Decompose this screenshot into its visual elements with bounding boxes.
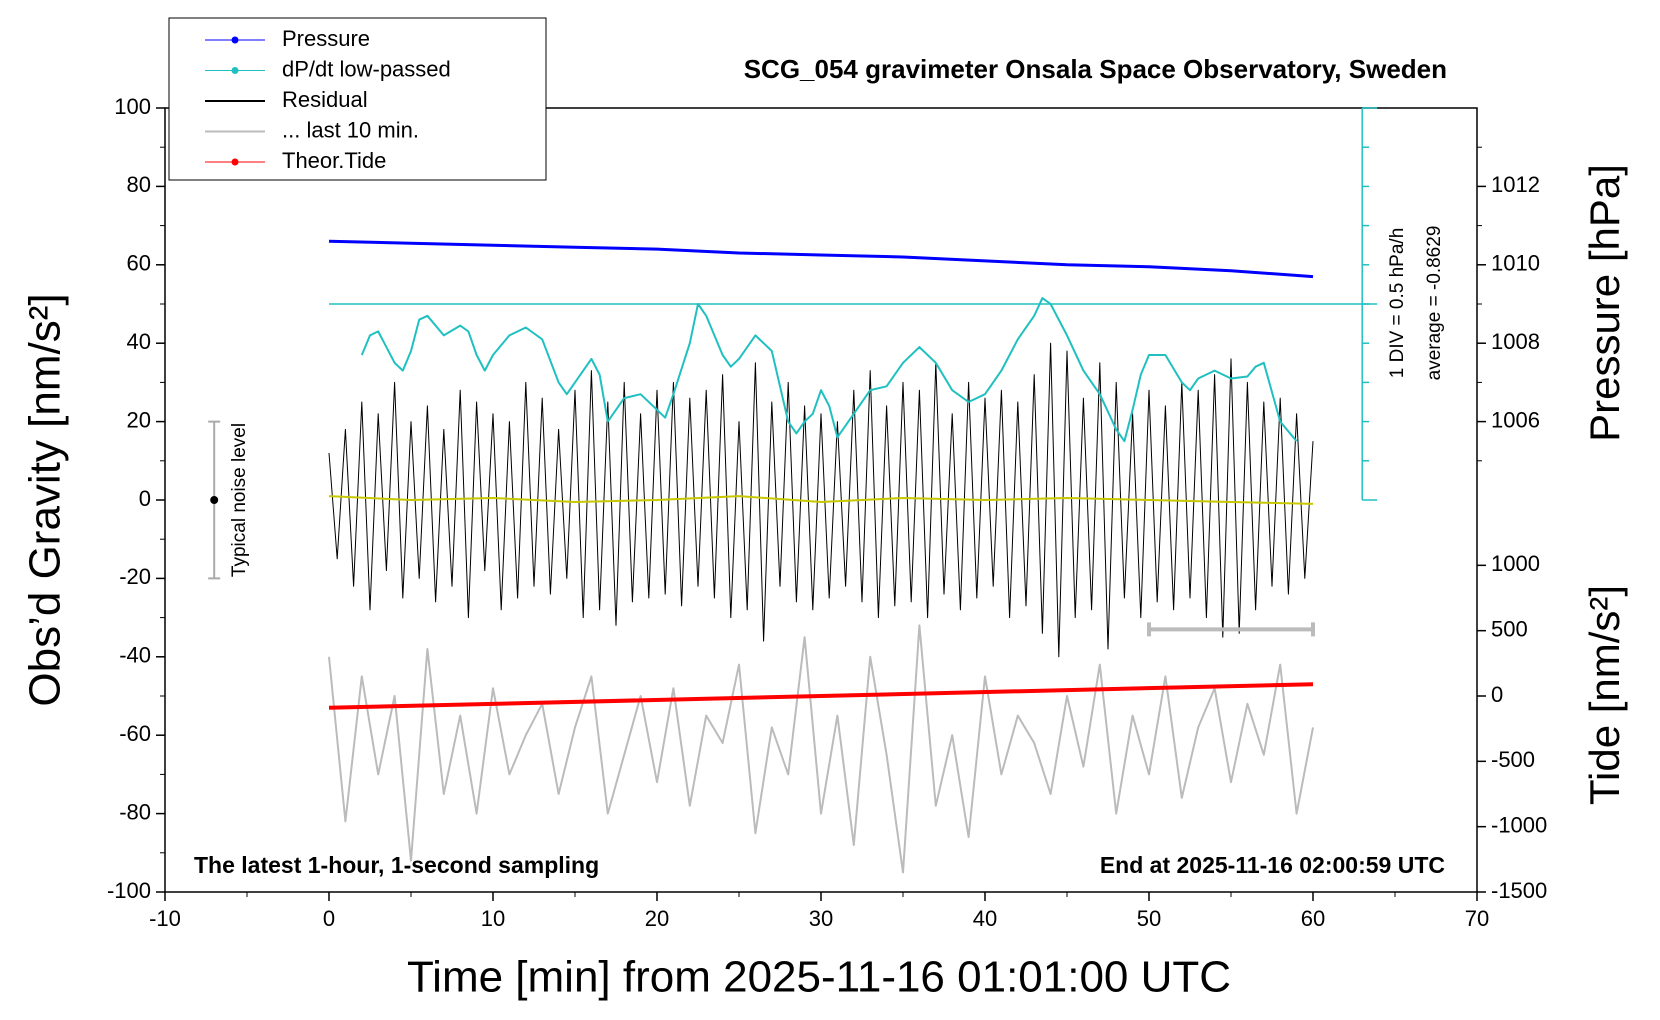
legend-label: ... last 10 min. <box>282 117 419 142</box>
x-tick-label: 70 <box>1465 906 1489 931</box>
series-line <box>328 342 1314 658</box>
y3-axis-label: Tide [nm/s²] <box>1581 585 1628 805</box>
x-tick-label: 40 <box>973 906 997 931</box>
legend-marker <box>231 158 239 166</box>
y-axis-label: Obs’d Gravity [nm/s²] <box>21 293 70 706</box>
y3-tick-label: -1500 <box>1491 878 1547 903</box>
legend-marker <box>231 36 239 44</box>
x-tick-label: 10 <box>481 906 505 931</box>
y-tick-label: -60 <box>119 721 151 746</box>
y2-tick-label: 1008 <box>1491 329 1540 354</box>
series-line <box>328 682 1314 710</box>
y-tick-label: -80 <box>119 799 151 824</box>
legend-label: Theor.Tide <box>282 148 386 173</box>
y-tick-label: 40 <box>127 329 151 354</box>
dpdt-average: average = -0.8629 <box>1424 226 1445 381</box>
legend-box <box>168 17 547 181</box>
x-tick-label: 20 <box>645 906 669 931</box>
dpdt-div: 1 DIV = 0.5 hPa/h <box>1387 228 1408 379</box>
x-tick-label: -10 <box>149 906 181 931</box>
x-tick-label: 0 <box>323 906 335 931</box>
note-right: End at 2025-11-16 02:00:59 UTC <box>1100 852 1445 878</box>
legend: Pressure dP/dt low-passed Residual ... last… <box>168 17 547 181</box>
y2-tick-label: 1012 <box>1491 172 1540 197</box>
y-tick-label: 100 <box>114 94 151 119</box>
y-tick-label: 80 <box>127 172 151 197</box>
x-tick-label: 30 <box>809 906 833 931</box>
last-window-bar <box>1147 622 1315 637</box>
y-tick-label: -40 <box>119 643 151 668</box>
x-tick-label: 50 <box>1137 906 1161 931</box>
y-tick-label: 60 <box>127 251 151 276</box>
series-line <box>328 624 1314 874</box>
x-tick-label: 60 <box>1301 906 1325 931</box>
chart-title: SCG_054 gravimeter Onsala Space Observat… <box>744 54 1447 84</box>
y3-tick-label: 1000 <box>1491 551 1540 576</box>
note-left: The latest 1-hour, 1-second sampling <box>194 852 599 878</box>
y-tick-label: -20 <box>119 564 151 589</box>
legend-label: Residual <box>282 87 368 112</box>
y-tick-label: 0 <box>139 486 151 511</box>
series-line <box>360 297 1298 443</box>
x-axis-label: Time [min] from 2025-11-16 01:01:00 UTC <box>407 953 1231 1002</box>
y3-tick-label: 500 <box>1491 616 1528 641</box>
series-line <box>328 495 1314 505</box>
y2-tick-label: 1010 <box>1491 251 1540 276</box>
legend-label: Pressure <box>282 26 370 51</box>
y3-tick-label: -1000 <box>1491 812 1547 837</box>
legend-marker <box>231 67 239 74</box>
noise-label: Typical noise level <box>229 423 250 577</box>
series-line <box>328 239 1314 279</box>
legend-label: dP/dt low-passed <box>282 56 451 81</box>
noise-point <box>210 496 219 504</box>
y3-tick-label: 0 <box>1491 682 1503 707</box>
y2-tick-label: 1006 <box>1491 407 1540 432</box>
y-tick-label: 20 <box>127 407 151 432</box>
y3-tick-label: -500 <box>1491 747 1535 772</box>
y-tick-label: -100 <box>107 878 151 903</box>
y2-axis-label: Pressure [hPa] <box>1581 164 1628 442</box>
